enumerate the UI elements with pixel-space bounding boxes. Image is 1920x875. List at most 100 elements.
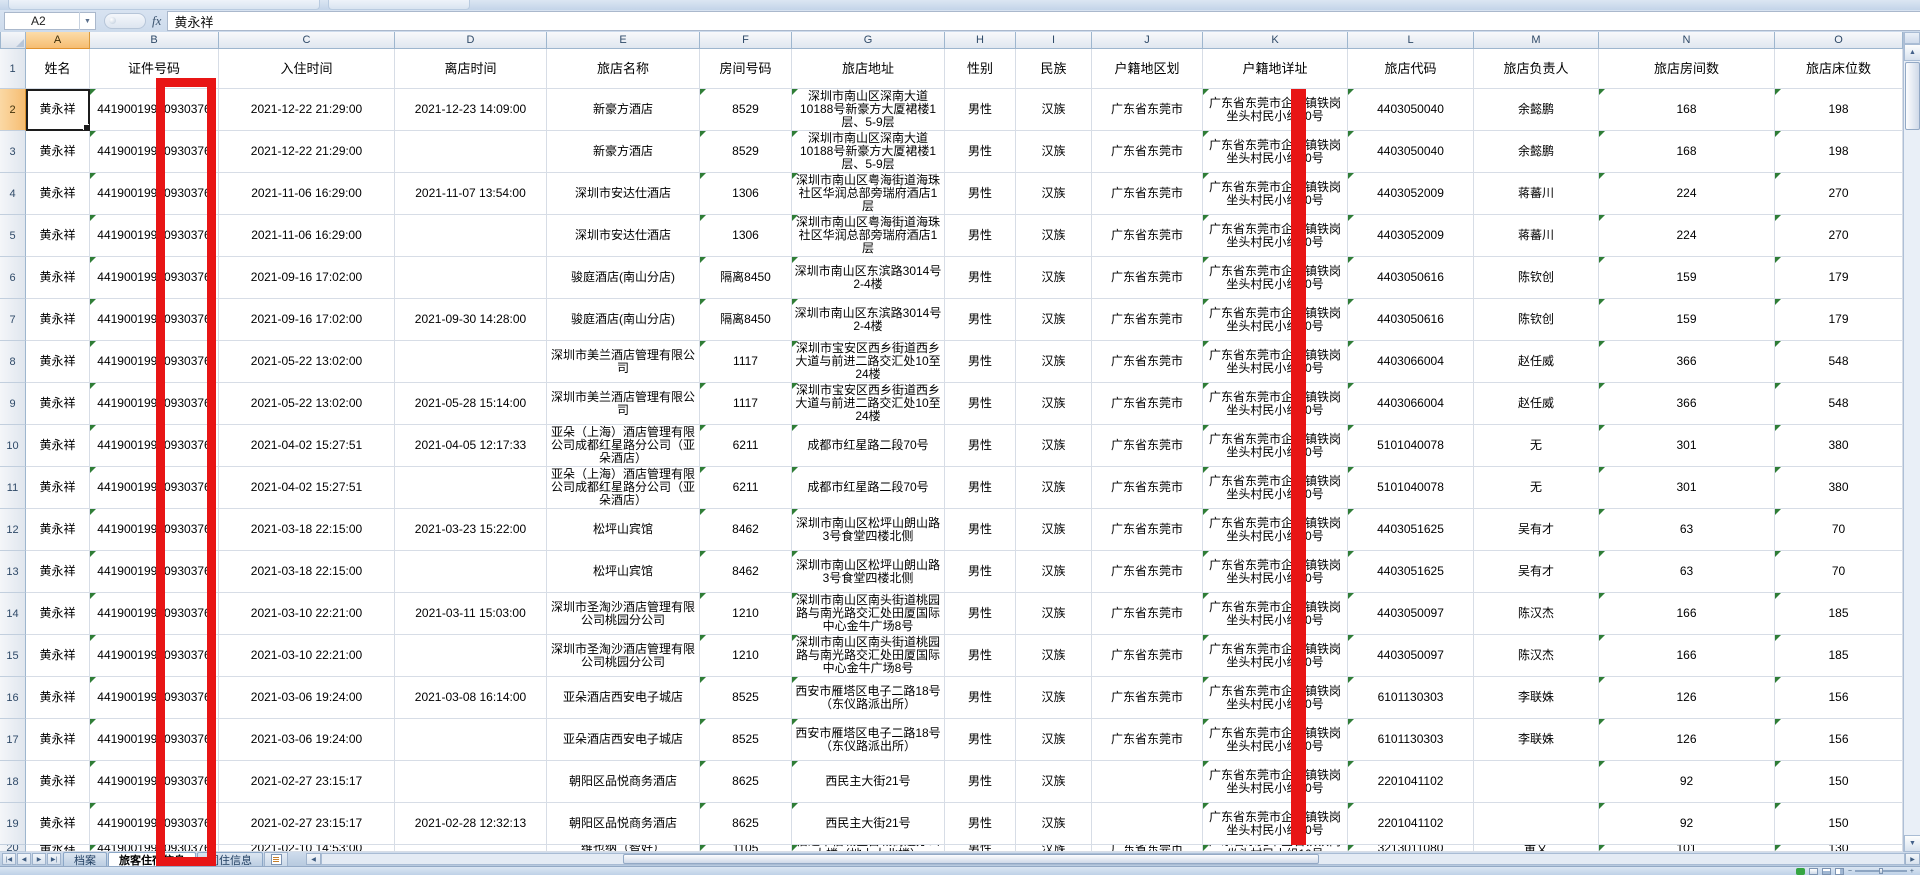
cell-B8[interactable]: 44190019900930376 (90, 341, 219, 383)
vertical-scrollbar[interactable]: ▲ ▼ (1903, 32, 1920, 852)
cell-J15[interactable]: 广东省东莞市 (1092, 635, 1203, 677)
horizontal-scroll-thumb[interactable] (622, 854, 1319, 864)
cell-N7[interactable]: 159 (1599, 299, 1775, 341)
cell-E6[interactable]: 骏庭酒店(南山分店) (547, 257, 700, 299)
cell-K16[interactable]: 广东省东莞市企石镇铁岗坐头村民小组10号 (1203, 677, 1348, 719)
insert-worksheet-tab[interactable] (264, 852, 288, 866)
cell-I17[interactable]: 汉族 (1016, 719, 1092, 761)
cell-C3[interactable]: 2021-12-22 21:29:00 (219, 131, 395, 173)
cell-C1[interactable]: 入住时间 (219, 49, 395, 89)
cell-J19[interactable] (1092, 803, 1203, 845)
cell-C12[interactable]: 2021-03-18 22:15:00 (219, 509, 395, 551)
cell-I12[interactable]: 汉族 (1016, 509, 1092, 551)
cell-I14[interactable]: 汉族 (1016, 593, 1092, 635)
cell-O9[interactable]: 548 (1775, 383, 1903, 425)
cell-M11[interactable]: 无 (1474, 467, 1599, 509)
cell-I11[interactable]: 汉族 (1016, 467, 1092, 509)
cell-J3[interactable]: 广东省东莞市 (1092, 131, 1203, 173)
column-header-O[interactable]: O (1775, 32, 1903, 49)
cell-L12[interactable]: 4403051625 (1348, 509, 1474, 551)
cell-L20[interactable]: 3213011080 (1348, 845, 1474, 852)
cell-L4[interactable]: 4403052009 (1348, 173, 1474, 215)
cell-E8[interactable]: 深圳市美兰酒店管理有限公司 (547, 341, 700, 383)
row-header-16[interactable]: 16 (0, 677, 26, 719)
cell-J4[interactable]: 广东省东莞市 (1092, 173, 1203, 215)
last-sheet-icon[interactable]: ▶| (47, 853, 61, 865)
cell-G3[interactable]: 深圳市南山区深南大道10188号新豪方大厦裙楼1层、5-9层 (792, 131, 945, 173)
cell-C7[interactable]: 2021-09-16 17:02:00 (219, 299, 395, 341)
cell-E17[interactable]: 亚朵酒店西安电子城店 (547, 719, 700, 761)
cell-O15[interactable]: 185 (1775, 635, 1903, 677)
row-header-14[interactable]: 14 (0, 593, 26, 635)
cell-K7[interactable]: 广东省东莞市企石镇铁岗坐头村民小组10号 (1203, 299, 1348, 341)
row-header-3[interactable]: 3 (0, 131, 26, 173)
cell-F8[interactable]: 1117 (700, 341, 792, 383)
cell-B20[interactable]: 44190019900930376 (90, 845, 219, 852)
cell-I2[interactable]: 汉族 (1016, 89, 1092, 131)
view-normal-icon[interactable] (1808, 867, 1818, 875)
column-header-F[interactable]: F (700, 32, 792, 49)
row-header-11[interactable]: 11 (0, 467, 26, 509)
cell-A4[interactable]: 黄永祥 (26, 173, 90, 215)
cell-I5[interactable]: 汉族 (1016, 215, 1092, 257)
cell-I16[interactable]: 汉族 (1016, 677, 1092, 719)
cell-O10[interactable]: 380 (1775, 425, 1903, 467)
name-box[interactable]: A2 ▼ (4, 12, 96, 30)
column-header-I[interactable]: I (1016, 32, 1092, 49)
cell-M18[interactable] (1474, 761, 1599, 803)
next-sheet-icon[interactable]: ▶ (32, 853, 46, 865)
cell-E10[interactable]: 亚朵（上海）酒店管理有限公司成都红星路分公司（亚朵酒店） (547, 425, 700, 467)
cell-E4[interactable]: 深圳市安达仕酒店 (547, 173, 700, 215)
cell-F13[interactable]: 8462 (700, 551, 792, 593)
zoom-slider[interactable] (1854, 868, 1907, 874)
cell-O3[interactable]: 198 (1775, 131, 1903, 173)
row-header-13[interactable]: 13 (0, 551, 26, 593)
row-header-9[interactable]: 9 (0, 383, 26, 425)
cell-K1[interactable]: 户籍地详址 (1203, 49, 1348, 89)
cell-O17[interactable]: 156 (1775, 719, 1903, 761)
cell-N19[interactable]: 92 (1599, 803, 1775, 845)
cell-F5[interactable]: 1306 (700, 215, 792, 257)
cell-G2[interactable]: 深圳市南山区深南大道10188号新豪方大厦裙楼1层、5-9层 (792, 89, 945, 131)
row-header-8[interactable]: 8 (0, 341, 26, 383)
cell-A7[interactable]: 黄永祥 (26, 299, 90, 341)
row-header-15[interactable]: 15 (0, 635, 26, 677)
cell-H10[interactable]: 男性 (945, 425, 1016, 467)
cell-L5[interactable]: 4403052009 (1348, 215, 1474, 257)
cell-L13[interactable]: 4403051625 (1348, 551, 1474, 593)
cell-B6[interactable]: 44190019900930376 (90, 257, 219, 299)
cell-C17[interactable]: 2021-03-06 19:24:00 (219, 719, 395, 761)
column-header-G[interactable]: G (792, 32, 945, 49)
cell-N14[interactable]: 166 (1599, 593, 1775, 635)
cell-G6[interactable]: 深圳市南山区东滨路3014号2-4楼 (792, 257, 945, 299)
cell-D11[interactable] (395, 467, 547, 509)
column-header-H[interactable]: H (945, 32, 1016, 49)
cell-E3[interactable]: 新豪方酒店 (547, 131, 700, 173)
cell-J13[interactable]: 广东省东莞市 (1092, 551, 1203, 593)
scroll-down-icon[interactable]: ▼ (1904, 835, 1920, 852)
cell-L7[interactable]: 4403050616 (1348, 299, 1474, 341)
fill-handle[interactable] (83, 124, 89, 130)
cell-K3[interactable]: 广东省东莞市企石镇铁岗坐头村民小组10号 (1203, 131, 1348, 173)
cell-H17[interactable]: 男性 (945, 719, 1016, 761)
cell-K10[interactable]: 广东省东莞市企石镇铁岗坐头村民小组10号 (1203, 425, 1348, 467)
cell-K9[interactable]: 广东省东莞市企石镇铁岗坐头村民小组10号 (1203, 383, 1348, 425)
cell-G14[interactable]: 深圳市南山区南头街道桃园路与南光路交汇处田厦国际中心金牛广场8号 (792, 593, 945, 635)
cell-J6[interactable]: 广东省东莞市 (1092, 257, 1203, 299)
cell-M5[interactable]: 蒋蕃川 (1474, 215, 1599, 257)
cell-D9[interactable]: 2021-05-28 15:14:00 (395, 383, 547, 425)
cell-B15[interactable]: 44190019900930376 (90, 635, 219, 677)
cell-M19[interactable] (1474, 803, 1599, 845)
cell-D4[interactable]: 2021-11-07 13:54:00 (395, 173, 547, 215)
cell-N9[interactable]: 366 (1599, 383, 1775, 425)
cell-O6[interactable]: 179 (1775, 257, 1903, 299)
cell-K5[interactable]: 广东省东莞市企石镇铁岗坐头村民小组10号 (1203, 215, 1348, 257)
cell-E12[interactable]: 松坪山宾馆 (547, 509, 700, 551)
cell-J20[interactable]: 广东省东莞市 (1092, 845, 1203, 852)
cell-J12[interactable]: 广东省东莞市 (1092, 509, 1203, 551)
cell-A12[interactable]: 黄永祥 (26, 509, 90, 551)
cell-O13[interactable]: 70 (1775, 551, 1903, 593)
vertical-scroll-thumb[interactable] (1905, 62, 1920, 130)
cell-B9[interactable]: 44190019900930376 (90, 383, 219, 425)
row-header-20[interactable]: 20 (0, 845, 26, 852)
